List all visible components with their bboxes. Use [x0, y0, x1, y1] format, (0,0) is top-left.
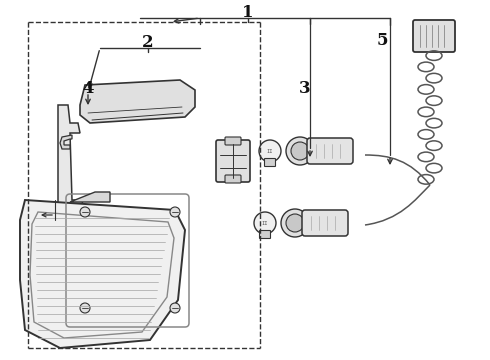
Circle shape: [170, 303, 180, 313]
FancyBboxPatch shape: [302, 210, 348, 236]
Polygon shape: [20, 200, 185, 348]
Circle shape: [286, 137, 314, 165]
Circle shape: [254, 212, 276, 234]
Polygon shape: [60, 135, 72, 149]
Circle shape: [286, 214, 304, 232]
FancyBboxPatch shape: [413, 20, 455, 52]
Polygon shape: [60, 205, 72, 219]
FancyBboxPatch shape: [265, 158, 275, 166]
Text: 5: 5: [376, 32, 388, 49]
Circle shape: [80, 207, 90, 217]
Polygon shape: [58, 105, 84, 250]
FancyBboxPatch shape: [216, 140, 250, 182]
FancyBboxPatch shape: [260, 230, 270, 239]
FancyBboxPatch shape: [225, 137, 241, 145]
Text: 2: 2: [142, 33, 154, 50]
Text: 4: 4: [82, 80, 94, 96]
Circle shape: [170, 207, 180, 217]
Text: II: II: [267, 149, 273, 153]
Polygon shape: [80, 80, 195, 123]
Circle shape: [80, 303, 90, 313]
Text: 3: 3: [298, 80, 310, 96]
Text: II: II: [262, 220, 268, 225]
FancyBboxPatch shape: [225, 175, 241, 183]
FancyBboxPatch shape: [307, 138, 353, 164]
Circle shape: [281, 209, 309, 237]
Circle shape: [291, 142, 309, 160]
Text: 1: 1: [242, 4, 254, 21]
Polygon shape: [70, 192, 110, 202]
Circle shape: [259, 140, 281, 162]
